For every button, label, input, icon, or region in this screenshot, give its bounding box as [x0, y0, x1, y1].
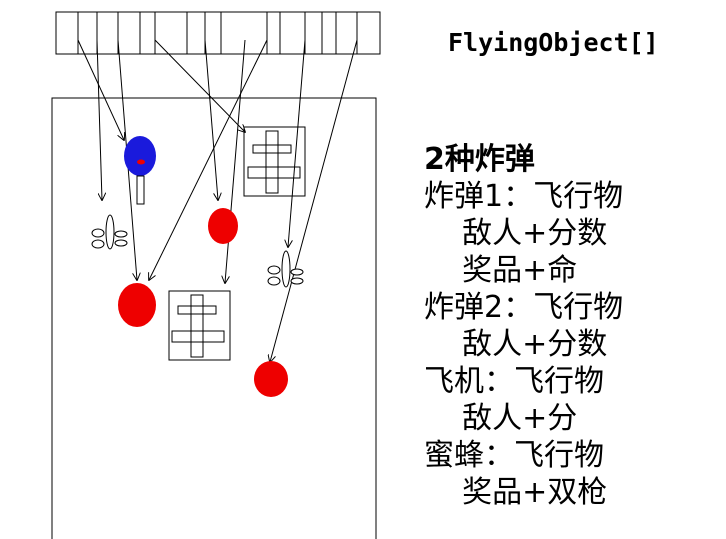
note-line: 敌人+分数	[424, 327, 608, 362]
enemy-plane-icon	[118, 283, 156, 327]
note-line: 奖品+双枪	[424, 475, 608, 510]
note-line: 敌人+分	[424, 401, 578, 436]
diagram-title: FlyingObject[]	[448, 28, 659, 57]
note-line: 炸弹2：飞行物	[424, 290, 624, 325]
arrow-to-bomb-2	[225, 39, 246, 283]
array-box	[55, 11, 381, 55]
note-line: 奖品+命	[424, 253, 578, 288]
bee-icon	[91, 214, 128, 250]
arrow-to-bomb-1	[154, 39, 245, 132]
note-line: 炸弹1：飞行物	[424, 179, 624, 214]
arrow-to-enemy-3	[149, 39, 268, 280]
arrow-to-bee-2	[288, 39, 306, 247]
enemy-plane-icon	[254, 361, 288, 397]
hero-plane-icon	[124, 136, 156, 205]
bomb-icon	[168, 290, 231, 361]
arrow-to-enemy-4	[270, 39, 358, 362]
game-screen-frame	[51, 97, 377, 539]
note-line: 敌人+分数	[424, 216, 608, 251]
arrow-to-enemy-2	[204, 39, 218, 200]
arrow-to-bee-1	[96, 39, 102, 200]
note-line: 2种炸弹	[424, 142, 535, 177]
note-line: 蜜蜂：飞行物	[424, 438, 604, 473]
enemy-plane-icon	[208, 208, 238, 244]
bomb-icon	[243, 126, 306, 197]
bee-icon	[267, 250, 304, 288]
arrow-to-hero	[77, 39, 124, 140]
note-line: 飞机：飞行物	[424, 364, 604, 399]
notes-panel: 2种炸弹 炸弹1：飞行物 敌人+分数 奖品+命 炸弹2：飞行物 敌人+分数 飞机…	[424, 141, 623, 511]
